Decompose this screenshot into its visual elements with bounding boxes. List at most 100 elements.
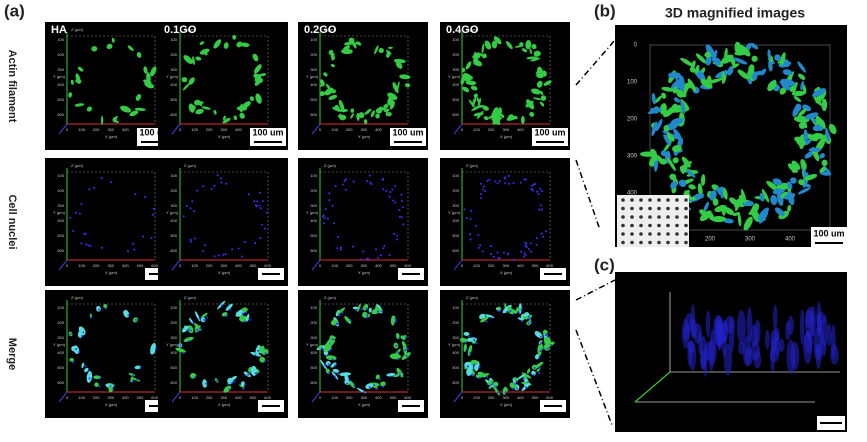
nucleus	[334, 185, 337, 188]
x-tick-label: 100	[191, 395, 198, 400]
nucleus	[339, 248, 342, 251]
y-tick-label: 400	[452, 350, 459, 355]
cell	[221, 312, 228, 317]
nucleus	[389, 190, 392, 193]
nucleus	[508, 182, 511, 185]
nucleus	[334, 364, 337, 367]
x-tick-label: 0	[66, 127, 69, 132]
nucleus	[258, 204, 261, 207]
nucleus	[532, 374, 535, 377]
nucleus	[379, 254, 382, 257]
axis-title: Y (µm)	[53, 74, 66, 79]
y-tick-label: 300	[170, 335, 177, 340]
cell	[232, 34, 237, 40]
nucleus	[405, 336, 408, 339]
nucleus	[74, 211, 77, 214]
y-tick-label: 400	[452, 218, 459, 223]
cell	[650, 148, 658, 162]
nucleus	[231, 248, 234, 251]
cell	[146, 72, 151, 84]
cell	[393, 372, 403, 378]
cell	[655, 119, 663, 132]
nucleus	[517, 311, 520, 314]
cell	[69, 358, 74, 362]
nucleus	[485, 320, 488, 323]
y-tick-label: 300	[170, 67, 177, 72]
axis-title: X (µm)	[500, 402, 513, 407]
y-tick-label: 500	[452, 365, 459, 370]
cell	[670, 117, 684, 126]
x-tick-label: 500	[250, 263, 257, 268]
nucleus	[472, 374, 475, 377]
cell	[529, 111, 535, 117]
pore	[666, 198, 670, 202]
nucleus	[224, 253, 227, 256]
x-tick-label: 500	[250, 395, 257, 400]
nucleus	[242, 388, 245, 391]
nucleus	[405, 355, 408, 358]
cell	[71, 346, 77, 352]
cell	[506, 41, 513, 50]
cell	[743, 216, 753, 231]
nucleus	[504, 391, 507, 394]
pore	[648, 215, 652, 219]
nucleus	[85, 243, 88, 246]
cell	[181, 77, 188, 83]
cell	[103, 304, 108, 309]
inset	[617, 195, 689, 247]
cell	[493, 36, 502, 45]
cell	[497, 306, 502, 311]
cell	[348, 37, 355, 44]
cell	[661, 92, 667, 99]
x-tick-label: 400	[122, 395, 129, 400]
cell	[84, 367, 89, 373]
cell	[777, 59, 785, 64]
x-tick-label: 300	[107, 263, 114, 268]
cell	[659, 158, 667, 165]
scale-bar-label: 100 um	[252, 127, 283, 137]
nucleus	[253, 200, 256, 203]
nucleus	[187, 328, 190, 331]
cell	[798, 179, 805, 186]
pore	[639, 240, 643, 245]
pore	[648, 223, 652, 228]
cell	[506, 115, 518, 121]
nucleus	[80, 202, 83, 205]
cell	[672, 144, 682, 153]
nucleus	[89, 244, 92, 247]
nucleus	[247, 373, 250, 376]
cell	[143, 66, 148, 74]
y-tick-label: 600	[452, 380, 459, 385]
nucleus	[331, 204, 334, 207]
cell	[815, 115, 826, 129]
nucleus	[778, 338, 785, 353]
y-tick-label: 200	[452, 52, 459, 57]
nucleus	[182, 215, 185, 218]
cell	[476, 96, 479, 103]
cell	[223, 42, 229, 49]
cell	[821, 98, 828, 112]
nucleus	[698, 331, 703, 355]
cell	[188, 317, 194, 325]
x-tick-label: 300	[220, 395, 227, 400]
cell	[798, 73, 806, 80]
cell	[319, 91, 325, 97]
cell	[808, 147, 821, 152]
axis-title: Z (µm)	[466, 163, 479, 168]
cell	[678, 75, 685, 92]
nucleus	[89, 316, 92, 319]
cell	[175, 347, 186, 353]
cell	[328, 49, 334, 55]
nucleus	[382, 188, 385, 191]
y-tick-label: 400	[170, 218, 177, 223]
cell	[673, 128, 683, 143]
nucleus	[513, 382, 516, 385]
x-tick-label: 500	[532, 395, 539, 400]
axis-title: X (µm)	[358, 134, 371, 139]
axis-title: Y (µm)	[306, 342, 319, 347]
cell	[390, 315, 396, 326]
cell	[667, 123, 679, 131]
scale-bar-label: 100 um	[813, 228, 844, 238]
cell	[670, 181, 678, 189]
y-tick-label: 200	[170, 320, 177, 325]
